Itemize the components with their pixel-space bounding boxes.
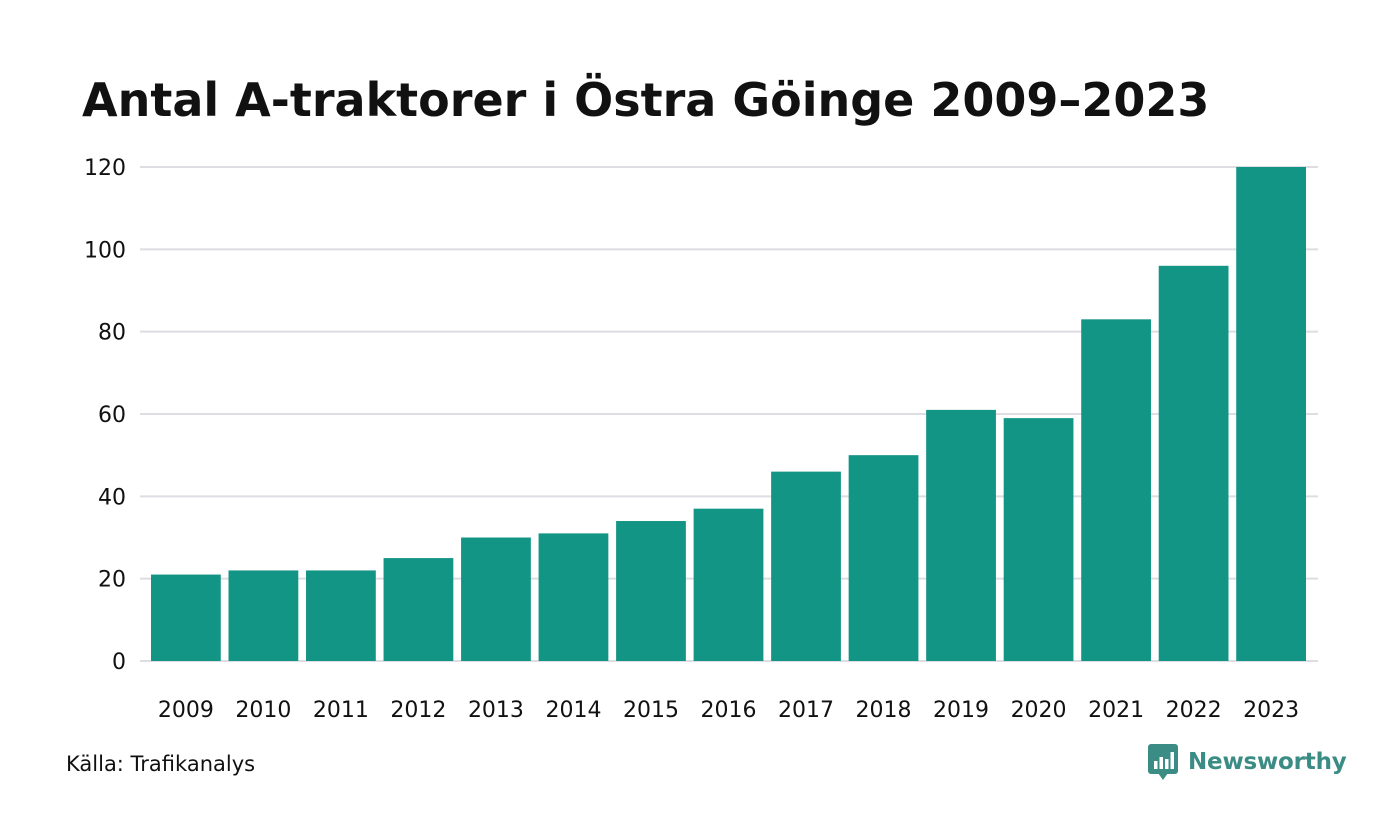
x-tick-label: 2019: [933, 698, 989, 723]
y-tick-label: 20: [98, 568, 126, 593]
x-tick-label: 2021: [1088, 698, 1144, 723]
newsworthy-chart-bubble-icon: [1148, 744, 1178, 780]
bar-2016: [693, 508, 764, 661]
x-tick-label: 2011: [313, 698, 369, 723]
bar-2017: [771, 471, 841, 661]
x-tick-label: 2014: [545, 698, 601, 723]
bars: [151, 167, 1306, 661]
y-axis-ticks: 0 20 40 60 80 100 120: [84, 156, 126, 675]
x-tick-label: 2013: [468, 698, 524, 723]
y-tick-label: 80: [98, 321, 126, 346]
x-axis-ticks: 2009 2010 2011 2012 2013 2014 2015 2016 2017 2018…: [158, 698, 1299, 723]
bar-2011: [306, 570, 376, 661]
y-tick-label: 0: [112, 650, 126, 675]
bar-2023: [1236, 167, 1306, 661]
y-tick-label: 40: [98, 485, 126, 510]
x-tick-label: 2012: [390, 698, 446, 723]
x-tick-label: 2017: [778, 698, 834, 723]
y-tick-label: 100: [84, 238, 126, 263]
x-tick-label: 2009: [158, 698, 214, 723]
source-note: Källa: Trafikanalys: [66, 752, 256, 776]
bar-2013: [461, 537, 531, 661]
newsworthy-logo: Newsworthy: [1148, 744, 1347, 780]
bar-2021: [1081, 319, 1151, 661]
x-tick-label: 2016: [701, 698, 757, 723]
bar-2009: [151, 574, 221, 661]
bar-2015: [616, 521, 686, 661]
x-tick-label: 2015: [623, 698, 679, 723]
x-tick-label: 2010: [235, 698, 291, 723]
bar-2020: [1003, 418, 1074, 661]
bar-2010: [228, 570, 299, 661]
brand-name: Newsworthy: [1188, 749, 1347, 775]
x-tick-label: 2020: [1011, 698, 1067, 723]
y-tick-label: 120: [84, 156, 126, 181]
x-tick-label: 2018: [856, 698, 912, 723]
bar-2012: [383, 558, 454, 661]
bar-2019: [926, 409, 996, 661]
bar-2014: [538, 533, 609, 661]
bar-2018: [848, 455, 919, 661]
x-tick-label: 2023: [1243, 698, 1299, 723]
x-tick-label: 2022: [1166, 698, 1222, 723]
bar-2022: [1158, 265, 1229, 661]
chart-title: Antal A-traktorer i Östra Göinge 2009–20…: [82, 73, 1210, 127]
y-tick-label: 60: [98, 403, 126, 428]
